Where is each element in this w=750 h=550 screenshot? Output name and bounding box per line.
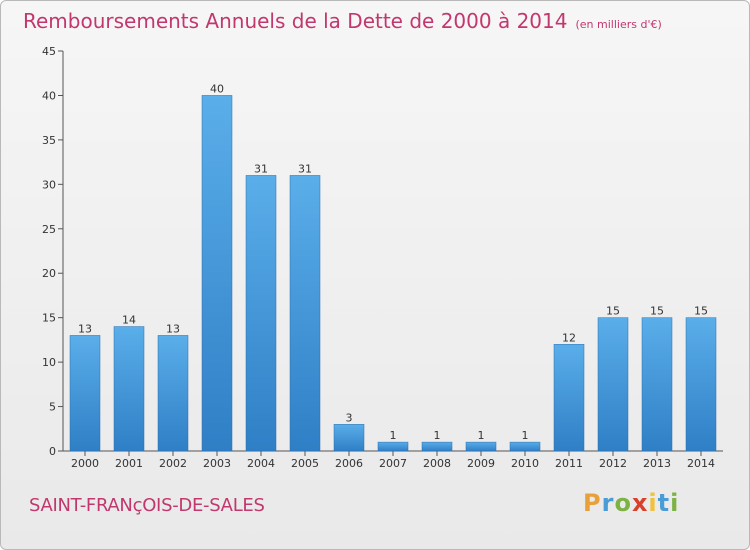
bar-value-label: 3 <box>346 411 353 424</box>
proxiti-logo: Proxiti <box>583 489 680 517</box>
bar-value-label: 14 <box>122 314 136 327</box>
x-tick-label: 2003 <box>203 457 231 470</box>
x-tick-label: 2012 <box>599 457 627 470</box>
bar <box>465 441 497 452</box>
bar-value-label: 1 <box>478 429 485 442</box>
commune-name: SAINT-FRANçOIS-DE-SALES <box>29 495 265 516</box>
y-tick-label: 0 <box>49 445 56 458</box>
bar <box>597 317 629 452</box>
x-tick-label: 2008 <box>423 457 451 470</box>
bar <box>289 175 321 452</box>
bar <box>333 424 365 452</box>
x-tick-label: 2013 <box>643 457 671 470</box>
chart-subtitle: (en milliers d'€) <box>575 18 662 31</box>
y-axis: 0 5 10 15 20 25 30 35 40 45 <box>42 45 64 458</box>
bar <box>201 95 233 452</box>
bar-value-label: 40 <box>210 82 224 95</box>
bar <box>685 317 717 452</box>
bar-value-label: 15 <box>650 305 664 318</box>
x-tick-label: 2006 <box>335 457 363 470</box>
bar <box>113 326 145 452</box>
bar-value-label: 31 <box>254 162 268 175</box>
bar <box>157 335 189 452</box>
bar-value-label: 15 <box>606 305 620 318</box>
y-tick-label: 45 <box>42 45 56 58</box>
y-tick-label: 35 <box>42 134 56 147</box>
x-tick-label: 2011 <box>555 457 583 470</box>
bar-value-label: 13 <box>166 322 180 335</box>
bar <box>245 175 277 452</box>
y-tick-label: 25 <box>42 223 56 236</box>
bar-value-label: 12 <box>562 331 576 344</box>
x-axis: 2000 2001 2002 2003 2004 2005 2006 2007 2008 2009… <box>63 450 723 470</box>
y-tick-label: 15 <box>42 312 56 325</box>
bar <box>377 441 409 452</box>
bar <box>641 317 673 452</box>
x-tick-label: 2002 <box>159 457 187 470</box>
x-tick-label: 2004 <box>247 457 275 470</box>
bar <box>69 335 101 452</box>
y-tick-label: 20 <box>42 267 56 280</box>
x-tick-label: 2009 <box>467 457 495 470</box>
x-tick-label: 2005 <box>291 457 319 470</box>
bar-value-label: 15 <box>694 305 708 318</box>
x-tick-label: 2001 <box>115 457 143 470</box>
bar <box>553 344 585 452</box>
chart-title: Remboursements Annuels de la Dette de 20… <box>23 9 662 33</box>
bar-value-label: 13 <box>78 322 92 335</box>
x-tick-label: 2010 <box>511 457 539 470</box>
x-tick-label: 2014 <box>687 457 715 470</box>
x-tick-label: 2007 <box>379 457 407 470</box>
bar-value-label: 31 <box>298 162 312 175</box>
bar <box>421 441 453 452</box>
bar-value-label: 1 <box>434 429 441 442</box>
bar-value-label: 1 <box>390 429 397 442</box>
y-tick-label: 40 <box>42 89 56 102</box>
chart-title-text: Remboursements Annuels de la Dette de 20… <box>23 9 568 33</box>
y-tick-label: 10 <box>42 356 56 369</box>
bar <box>509 441 541 452</box>
bars <box>69 95 717 452</box>
y-tick-label: 5 <box>49 401 56 414</box>
x-tick-label: 2000 <box>71 457 99 470</box>
bar-value-label: 1 <box>522 429 529 442</box>
y-tick-label: 30 <box>42 178 56 191</box>
